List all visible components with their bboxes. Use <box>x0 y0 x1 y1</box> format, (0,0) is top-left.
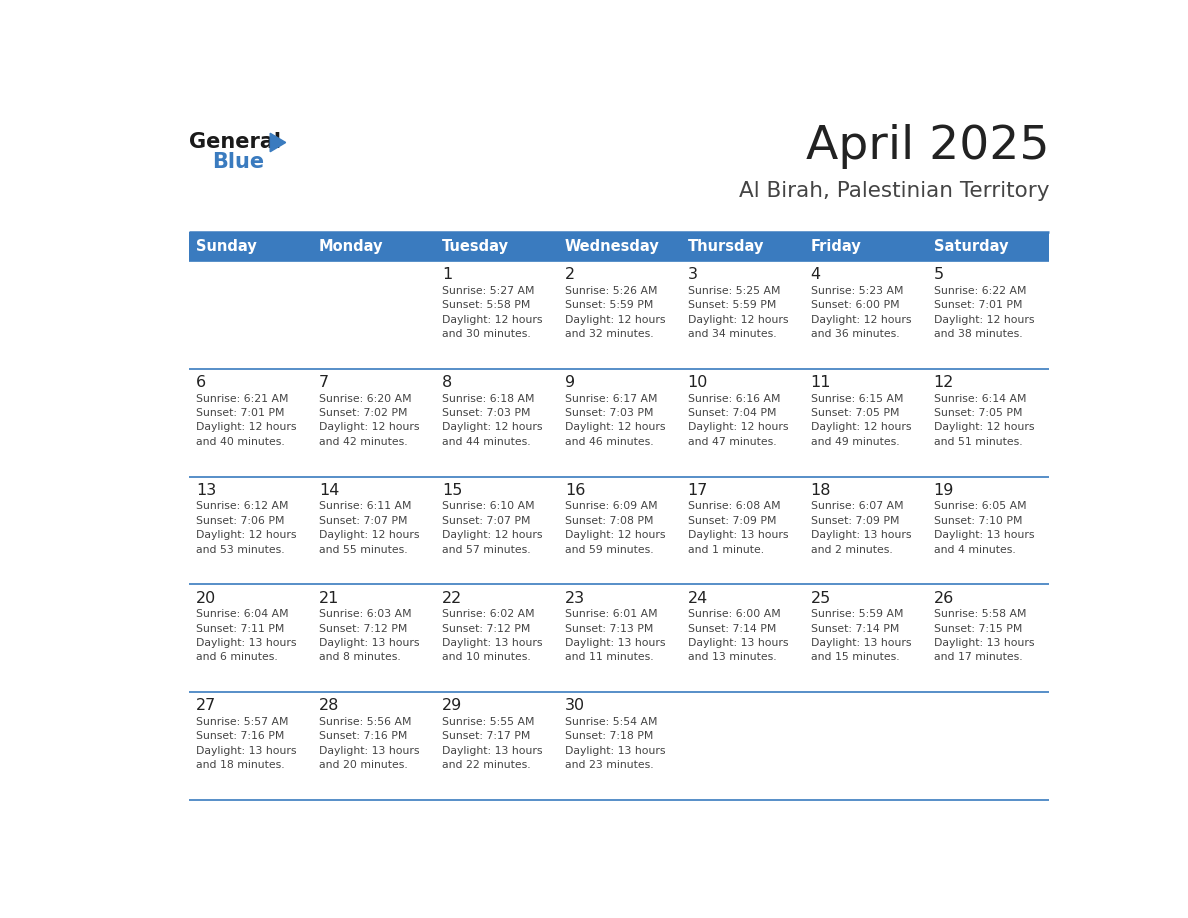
Text: Sunrise: 5:55 AM
Sunset: 7:17 PM
Daylight: 13 hours
and 22 minutes.: Sunrise: 5:55 AM Sunset: 7:17 PM Dayligh… <box>442 717 543 770</box>
Bar <box>189 476 1049 585</box>
Bar <box>189 692 1049 800</box>
Text: Saturday: Saturday <box>934 239 1009 254</box>
Text: Sunrise: 6:10 AM
Sunset: 7:07 PM
Daylight: 12 hours
and 57 minutes.: Sunrise: 6:10 AM Sunset: 7:07 PM Dayligh… <box>442 501 543 554</box>
Text: 8: 8 <box>442 375 453 390</box>
Text: 19: 19 <box>934 483 954 498</box>
Text: Sunrise: 6:12 AM
Sunset: 7:06 PM
Daylight: 12 hours
and 53 minutes.: Sunrise: 6:12 AM Sunset: 7:06 PM Dayligh… <box>196 501 297 554</box>
Text: 6: 6 <box>196 375 207 390</box>
Text: Sunrise: 5:59 AM
Sunset: 7:14 PM
Daylight: 13 hours
and 15 minutes.: Sunrise: 5:59 AM Sunset: 7:14 PM Dayligh… <box>810 610 911 662</box>
Text: Sunrise: 5:57 AM
Sunset: 7:16 PM
Daylight: 13 hours
and 18 minutes.: Sunrise: 5:57 AM Sunset: 7:16 PM Dayligh… <box>196 717 297 770</box>
Bar <box>435 232 557 261</box>
Bar <box>189 585 1049 692</box>
Text: 2: 2 <box>564 267 575 282</box>
Text: 21: 21 <box>320 590 340 606</box>
Text: 5: 5 <box>934 267 943 282</box>
Text: Sunrise: 5:25 AM
Sunset: 5:59 PM
Daylight: 12 hours
and 34 minutes.: Sunrise: 5:25 AM Sunset: 5:59 PM Dayligh… <box>688 285 789 339</box>
Bar <box>803 232 927 261</box>
Text: 30: 30 <box>564 699 584 713</box>
Text: Sunrise: 5:26 AM
Sunset: 5:59 PM
Daylight: 12 hours
and 32 minutes.: Sunrise: 5:26 AM Sunset: 5:59 PM Dayligh… <box>564 285 665 339</box>
Text: Sunrise: 6:05 AM
Sunset: 7:10 PM
Daylight: 13 hours
and 4 minutes.: Sunrise: 6:05 AM Sunset: 7:10 PM Dayligh… <box>934 501 1034 554</box>
Bar <box>189 232 311 261</box>
Text: Blue: Blue <box>211 151 264 172</box>
Text: Sunday: Sunday <box>196 239 257 254</box>
Text: Sunrise: 5:23 AM
Sunset: 6:00 PM
Daylight: 12 hours
and 36 minutes.: Sunrise: 5:23 AM Sunset: 6:00 PM Dayligh… <box>810 285 911 339</box>
Text: Thursday: Thursday <box>688 239 764 254</box>
Text: 4: 4 <box>810 267 821 282</box>
Text: Sunrise: 5:56 AM
Sunset: 7:16 PM
Daylight: 13 hours
and 20 minutes.: Sunrise: 5:56 AM Sunset: 7:16 PM Dayligh… <box>320 717 419 770</box>
Text: 14: 14 <box>320 483 340 498</box>
Text: 29: 29 <box>442 699 462 713</box>
Text: 24: 24 <box>688 590 708 606</box>
Text: Sunrise: 5:54 AM
Sunset: 7:18 PM
Daylight: 13 hours
and 23 minutes.: Sunrise: 5:54 AM Sunset: 7:18 PM Dayligh… <box>564 717 665 770</box>
Text: Sunrise: 5:58 AM
Sunset: 7:15 PM
Daylight: 13 hours
and 17 minutes.: Sunrise: 5:58 AM Sunset: 7:15 PM Dayligh… <box>934 610 1034 662</box>
Text: 12: 12 <box>934 375 954 390</box>
Bar <box>189 369 1049 476</box>
Text: 23: 23 <box>564 590 584 606</box>
Text: Sunrise: 6:21 AM
Sunset: 7:01 PM
Daylight: 12 hours
and 40 minutes.: Sunrise: 6:21 AM Sunset: 7:01 PM Dayligh… <box>196 394 297 447</box>
Text: Sunrise: 6:07 AM
Sunset: 7:09 PM
Daylight: 13 hours
and 2 minutes.: Sunrise: 6:07 AM Sunset: 7:09 PM Dayligh… <box>810 501 911 554</box>
Text: 3: 3 <box>688 267 697 282</box>
Text: Sunrise: 6:00 AM
Sunset: 7:14 PM
Daylight: 13 hours
and 13 minutes.: Sunrise: 6:00 AM Sunset: 7:14 PM Dayligh… <box>688 610 789 662</box>
Text: 1: 1 <box>442 267 453 282</box>
Text: Sunrise: 6:09 AM
Sunset: 7:08 PM
Daylight: 12 hours
and 59 minutes.: Sunrise: 6:09 AM Sunset: 7:08 PM Dayligh… <box>564 501 665 554</box>
Text: Sunrise: 6:04 AM
Sunset: 7:11 PM
Daylight: 13 hours
and 6 minutes.: Sunrise: 6:04 AM Sunset: 7:11 PM Dayligh… <box>196 610 297 662</box>
Text: April 2025: April 2025 <box>805 124 1049 169</box>
Text: Sunrise: 6:03 AM
Sunset: 7:12 PM
Daylight: 13 hours
and 8 minutes.: Sunrise: 6:03 AM Sunset: 7:12 PM Dayligh… <box>320 610 419 662</box>
Text: Sunrise: 6:22 AM
Sunset: 7:01 PM
Daylight: 12 hours
and 38 minutes.: Sunrise: 6:22 AM Sunset: 7:01 PM Dayligh… <box>934 285 1034 339</box>
Text: 11: 11 <box>810 375 832 390</box>
Text: Monday: Monday <box>320 239 384 254</box>
Text: 10: 10 <box>688 375 708 390</box>
Text: 26: 26 <box>934 590 954 606</box>
Text: Tuesday: Tuesday <box>442 239 508 254</box>
Text: 27: 27 <box>196 699 216 713</box>
Text: 15: 15 <box>442 483 462 498</box>
Text: Sunrise: 6:15 AM
Sunset: 7:05 PM
Daylight: 12 hours
and 49 minutes.: Sunrise: 6:15 AM Sunset: 7:05 PM Dayligh… <box>810 394 911 447</box>
Text: 17: 17 <box>688 483 708 498</box>
Text: Sunrise: 6:02 AM
Sunset: 7:12 PM
Daylight: 13 hours
and 10 minutes.: Sunrise: 6:02 AM Sunset: 7:12 PM Dayligh… <box>442 610 543 662</box>
Bar <box>557 232 681 261</box>
Text: Sunrise: 6:17 AM
Sunset: 7:03 PM
Daylight: 12 hours
and 46 minutes.: Sunrise: 6:17 AM Sunset: 7:03 PM Dayligh… <box>564 394 665 447</box>
Text: 18: 18 <box>810 483 832 498</box>
Bar <box>189 261 1049 369</box>
Text: Sunrise: 5:27 AM
Sunset: 5:58 PM
Daylight: 12 hours
and 30 minutes.: Sunrise: 5:27 AM Sunset: 5:58 PM Dayligh… <box>442 285 543 339</box>
Polygon shape <box>270 133 285 151</box>
Text: Sunrise: 6:14 AM
Sunset: 7:05 PM
Daylight: 12 hours
and 51 minutes.: Sunrise: 6:14 AM Sunset: 7:05 PM Dayligh… <box>934 394 1034 447</box>
Text: Wednesday: Wednesday <box>564 239 659 254</box>
Text: 9: 9 <box>564 375 575 390</box>
Text: Sunrise: 6:18 AM
Sunset: 7:03 PM
Daylight: 12 hours
and 44 minutes.: Sunrise: 6:18 AM Sunset: 7:03 PM Dayligh… <box>442 394 543 447</box>
Text: Sunrise: 6:01 AM
Sunset: 7:13 PM
Daylight: 13 hours
and 11 minutes.: Sunrise: 6:01 AM Sunset: 7:13 PM Dayligh… <box>564 610 665 662</box>
Text: 20: 20 <box>196 590 216 606</box>
Bar <box>681 232 803 261</box>
Text: 22: 22 <box>442 590 462 606</box>
Text: 7: 7 <box>320 375 329 390</box>
Bar <box>927 232 1049 261</box>
Text: Sunrise: 6:11 AM
Sunset: 7:07 PM
Daylight: 12 hours
and 55 minutes.: Sunrise: 6:11 AM Sunset: 7:07 PM Dayligh… <box>320 501 419 554</box>
Text: Al Birah, Palestinian Territory: Al Birah, Palestinian Territory <box>739 181 1049 201</box>
Text: 13: 13 <box>196 483 216 498</box>
Text: Sunrise: 6:16 AM
Sunset: 7:04 PM
Daylight: 12 hours
and 47 minutes.: Sunrise: 6:16 AM Sunset: 7:04 PM Dayligh… <box>688 394 789 447</box>
Text: Sunrise: 6:08 AM
Sunset: 7:09 PM
Daylight: 13 hours
and 1 minute.: Sunrise: 6:08 AM Sunset: 7:09 PM Dayligh… <box>688 501 789 554</box>
Text: Sunrise: 6:20 AM
Sunset: 7:02 PM
Daylight: 12 hours
and 42 minutes.: Sunrise: 6:20 AM Sunset: 7:02 PM Dayligh… <box>320 394 419 447</box>
Text: 16: 16 <box>564 483 586 498</box>
Text: Friday: Friday <box>810 239 861 254</box>
Text: General: General <box>189 131 280 151</box>
Text: 25: 25 <box>810 590 830 606</box>
Bar <box>311 232 435 261</box>
Text: 28: 28 <box>320 699 340 713</box>
